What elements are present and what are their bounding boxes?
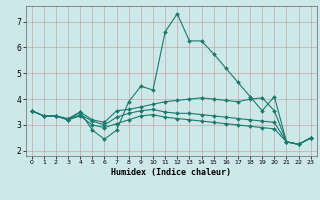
X-axis label: Humidex (Indice chaleur): Humidex (Indice chaleur) [111,168,231,177]
